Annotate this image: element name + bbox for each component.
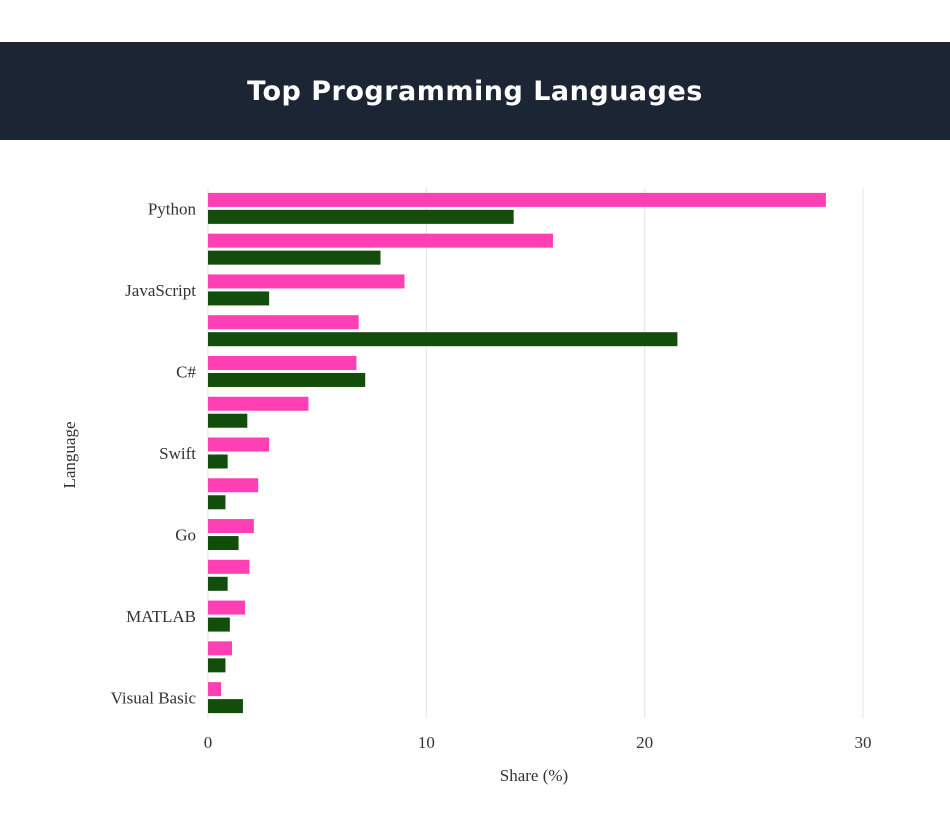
x-tick-label: 10 [418, 733, 435, 752]
y-tick-label: MATLAB [126, 607, 196, 626]
bar-series-a-10 [208, 600, 246, 615]
chart-title: Top Programming Languages [247, 75, 703, 107]
bar-series-b-2 [208, 291, 270, 306]
y-tick-label: Go [175, 526, 196, 545]
x-tick-label: 30 [855, 733, 872, 752]
y-axis-title: Language [60, 421, 79, 488]
bar-series-a-7 [208, 478, 259, 493]
title-banner: Top Programming Languages [0, 42, 950, 140]
x-tick-label: 20 [636, 733, 653, 752]
x-axis-ticks: 0 10 20 30 [204, 733, 872, 752]
bar-series-b-9 [208, 576, 228, 591]
x-tick-label: 0 [204, 733, 213, 752]
bar-series-b-1 [208, 250, 381, 265]
bar-series-a-4 [208, 355, 357, 370]
bar-series-a-8 [208, 519, 254, 534]
bar-series-a-0 [208, 192, 826, 207]
bar-series-b-11 [208, 658, 226, 673]
y-tick-label: JavaScript [125, 281, 196, 300]
bar-series-a-6 [208, 437, 270, 452]
bar-series-a-1 [208, 233, 553, 248]
bar-series-b-4 [208, 372, 366, 387]
bar-series-b-6 [208, 454, 228, 469]
bar-series-b-10 [208, 617, 230, 632]
y-tick-label: Python [148, 199, 197, 218]
bar-series-b-0 [208, 209, 514, 224]
bar-series-a-11 [208, 641, 233, 656]
bar-series-a-2 [208, 274, 405, 289]
y-tick-label: Visual Basic [111, 689, 197, 708]
y-tick-label: C# [176, 362, 196, 381]
bar-series-a-3 [208, 315, 359, 330]
gridlines [207, 188, 864, 718]
bar-series-a-5 [208, 396, 309, 411]
bar-series-b-8 [208, 536, 239, 551]
bar-series-b-12 [208, 699, 243, 714]
y-tick-label: Swift [159, 444, 196, 463]
x-axis-title: Share (%) [500, 766, 568, 785]
bar-series-b-3 [208, 332, 678, 347]
bar-series-b-5 [208, 413, 248, 428]
y-axis-ticks: Python JavaScript C# Swift Go MATLAB Visual Ba… [111, 199, 197, 707]
bar-series-b-7 [208, 495, 226, 510]
bar-series-a-12 [208, 682, 222, 697]
bars [208, 192, 826, 714]
bar-series-a-9 [208, 559, 250, 574]
